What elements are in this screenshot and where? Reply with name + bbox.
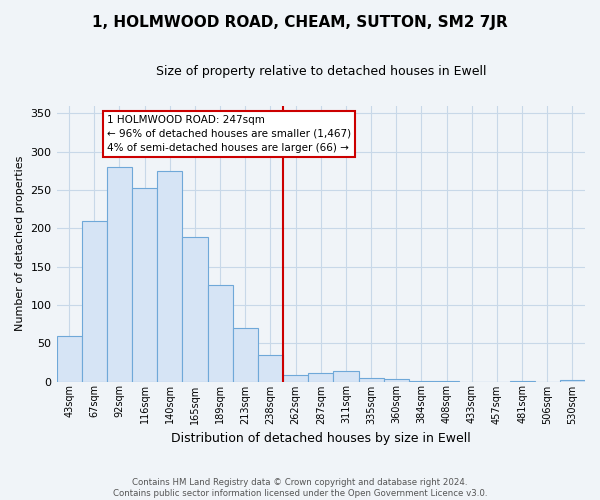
Y-axis label: Number of detached properties: Number of detached properties [15, 156, 25, 331]
X-axis label: Distribution of detached houses by size in Ewell: Distribution of detached houses by size … [171, 432, 470, 445]
Bar [233, 328, 258, 382]
Bar [359, 378, 383, 382]
Bar [383, 379, 409, 382]
Bar [334, 371, 359, 382]
Text: 1 HOLMWOOD ROAD: 247sqm
← 96% of detached houses are smaller (1,467)
4% of semi-: 1 HOLMWOOD ROAD: 247sqm ← 96% of detache… [107, 115, 351, 153]
Bar [283, 374, 308, 382]
Bar [434, 380, 459, 382]
Bar [82, 220, 107, 382]
Bar [107, 167, 132, 382]
Bar [509, 380, 535, 382]
Bar [56, 336, 82, 382]
Bar [409, 380, 434, 382]
Bar [258, 356, 283, 382]
Text: 1, HOLMWOOD ROAD, CHEAM, SUTTON, SM2 7JR: 1, HOLMWOOD ROAD, CHEAM, SUTTON, SM2 7JR [92, 15, 508, 30]
Bar [560, 380, 585, 382]
Bar [208, 285, 233, 382]
Bar [157, 172, 182, 382]
Title: Size of property relative to detached houses in Ewell: Size of property relative to detached ho… [155, 65, 486, 78]
Bar [132, 188, 157, 382]
Bar [308, 373, 334, 382]
Bar [182, 238, 208, 382]
Text: Contains HM Land Registry data © Crown copyright and database right 2024.
Contai: Contains HM Land Registry data © Crown c… [113, 478, 487, 498]
